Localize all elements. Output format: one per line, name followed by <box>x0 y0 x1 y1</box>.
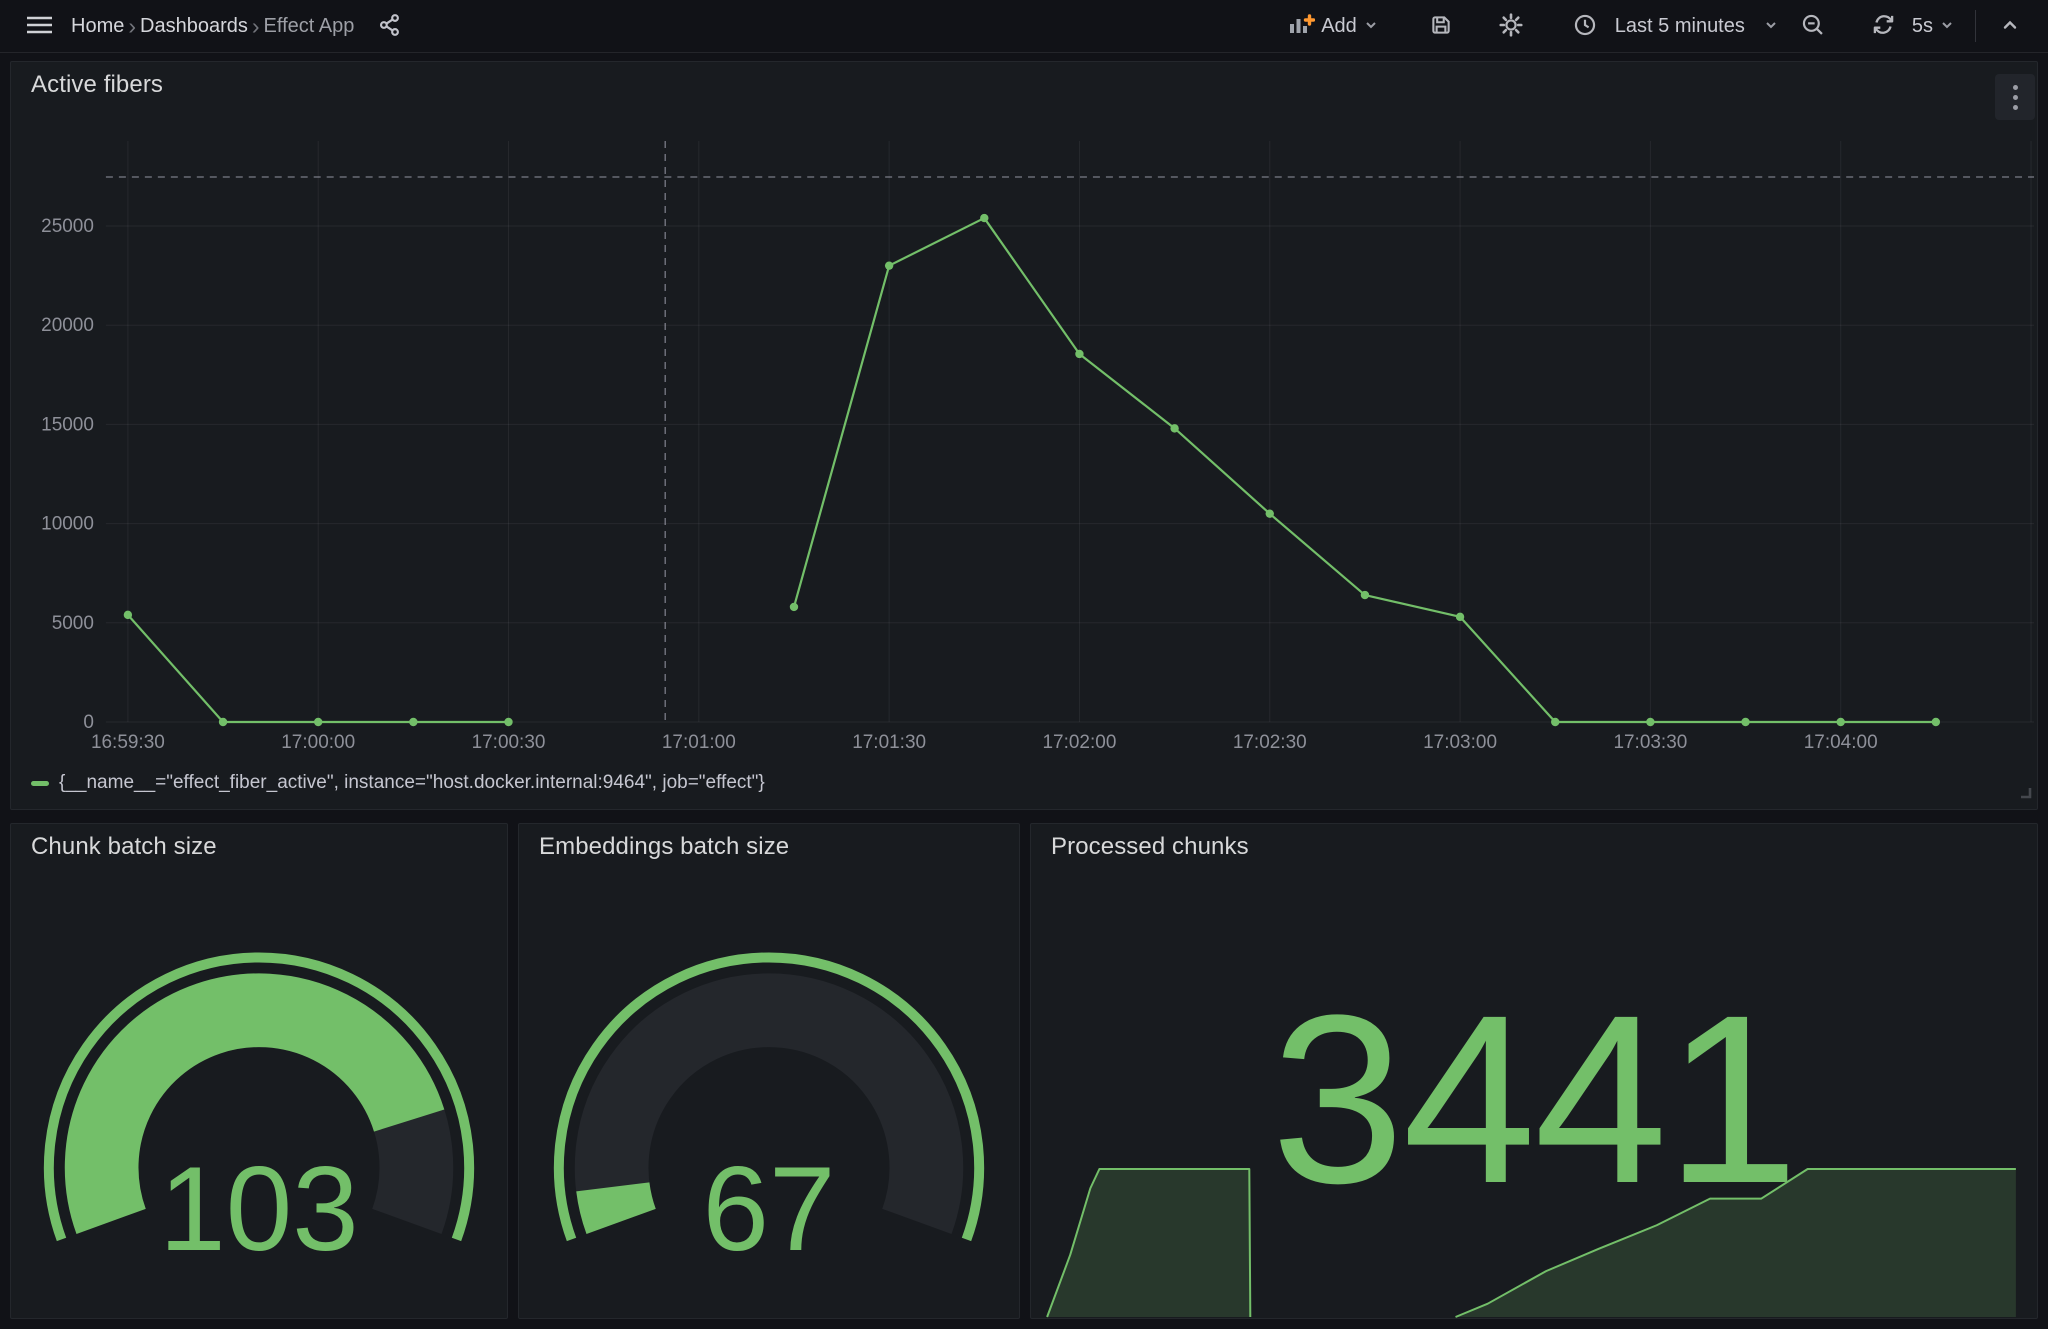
panel-header: Chunk batch size <box>11 824 507 870</box>
hamburger-icon <box>26 13 53 40</box>
breadcrumb-dashboards[interactable]: Dashboards <box>140 14 248 37</box>
clock-icon <box>1573 13 1597 40</box>
panel-title: Active fibers <box>31 71 164 98</box>
panel-embeddings-batch-size: Embeddings batch size 67 <box>518 823 1020 1319</box>
svg-text:17:04:00: 17:04:00 <box>1804 732 1878 753</box>
breadcrumb-separator-icon: › <box>251 12 260 39</box>
panel-header: Embeddings batch size <box>519 824 1019 870</box>
panel-active-fibers: Active fibers 0 5000 10000 15000 20000 25000 1… <box>10 61 2038 810</box>
svg-text:15000: 15000 <box>41 414 94 435</box>
chevron-down-icon <box>1363 17 1379 36</box>
add-panel-button[interactable]: Add <box>1279 6 1387 47</box>
save-icon <box>1429 13 1453 40</box>
svg-text:0: 0 <box>83 712 94 733</box>
refresh-interval-picker[interactable]: 5s <box>1910 9 1957 44</box>
svg-text:17:00:00: 17:00:00 <box>281 732 355 753</box>
legend-item[interactable]: {__name__="effect_fiber_active", instanc… <box>31 772 765 794</box>
refresh-interval-label: 5s <box>1911 14 1933 37</box>
processed-chunks-sparkline <box>1046 1168 2016 1318</box>
chevron-down-icon <box>1939 17 1955 36</box>
navbar: Home › Dashboards › Effect App <box>0 0 2048 53</box>
save-dashboard-button[interactable] <box>1425 9 1457 44</box>
svg-text:20000: 20000 <box>41 315 94 336</box>
panel-header: Active fibers <box>11 62 2037 108</box>
embeddings-batch-size-gauge: 67 <box>553 952 985 1276</box>
panel-header: Processed chunks <box>1031 824 2037 870</box>
breadcrumb: Home › Dashboards › Effect App <box>71 12 355 39</box>
panel-menu-button[interactable] <box>1995 74 2035 120</box>
panel-title: Processed chunks <box>1051 833 1249 860</box>
add-label: Add <box>1321 14 1357 37</box>
svg-text:17:02:00: 17:02:00 <box>1043 732 1117 753</box>
svg-text:17:03:00: 17:03:00 <box>1423 732 1497 753</box>
gear-icon <box>1499 12 1523 40</box>
panel-resize-handle[interactable] <box>2015 782 2033 805</box>
svg-text:103: 103 <box>159 1143 358 1276</box>
breadcrumb-current-dashboard: Effect App <box>263 14 355 37</box>
stat-value: 3441 <box>1271 964 1799 1233</box>
panel-chunk-batch-size: Chunk batch size 103 <box>10 823 508 1319</box>
chevron-up-icon <box>1998 13 2022 40</box>
dashboard-settings-button[interactable] <box>1495 9 1527 44</box>
navbar-divider <box>1975 10 1976 42</box>
svg-text:17:00:30: 17:00:30 <box>472 732 546 753</box>
collapse-controls-button[interactable] <box>1994 9 2026 44</box>
chevron-down-icon <box>1763 17 1779 36</box>
breadcrumb-home[interactable]: Home <box>71 14 125 37</box>
svg-text:17:01:00: 17:01:00 <box>662 732 736 753</box>
zoom-out-time-button[interactable] <box>1797 9 1829 44</box>
svg-text:25000: 25000 <box>41 216 94 237</box>
dashboard-canvas: Active fibers 0 5000 10000 15000 20000 25000 1… <box>0 53 2048 1327</box>
breadcrumb-separator-icon: › <box>128 12 137 39</box>
svg-text:17:03:30: 17:03:30 <box>1613 732 1687 753</box>
panel-processed-chunks: Processed chunks 3441 <box>1030 823 2038 1319</box>
share-dashboard-button[interactable] <box>374 9 406 44</box>
refresh-dashboard-button[interactable] <box>1867 8 1900 44</box>
time-range-picker[interactable]: Last 5 minutes <box>1565 7 1787 46</box>
svg-text:10000: 10000 <box>41 514 94 535</box>
svg-text:16:59:30: 16:59:30 <box>91 732 165 753</box>
chunk-batch-size-gauge: 103 <box>43 952 475 1276</box>
panel-title: Chunk batch size <box>31 833 217 860</box>
legend-swatch <box>31 780 49 786</box>
share-icon <box>378 13 402 40</box>
legend-label: {__name__="effect_fiber_active", instanc… <box>59 772 765 793</box>
refresh-icon <box>1871 12 1896 40</box>
add-visualization-icon <box>1287 12 1316 41</box>
svg-text:67: 67 <box>703 1143 836 1276</box>
time-range-label: Last 5 minutes <box>1614 14 1745 37</box>
svg-text:5000: 5000 <box>52 613 94 634</box>
panel-title: Embeddings batch size <box>539 833 790 860</box>
menu-toggle-button[interactable] <box>22 9 57 44</box>
zoom-out-icon <box>1801 13 1825 40</box>
svg-text:17:01:30: 17:01:30 <box>852 732 926 753</box>
svg-text:17:02:30: 17:02:30 <box>1233 732 1307 753</box>
active-fibers-chart[interactable]: 0 5000 10000 15000 20000 25000 16:59:30 17:00:0… <box>11 62 2037 809</box>
